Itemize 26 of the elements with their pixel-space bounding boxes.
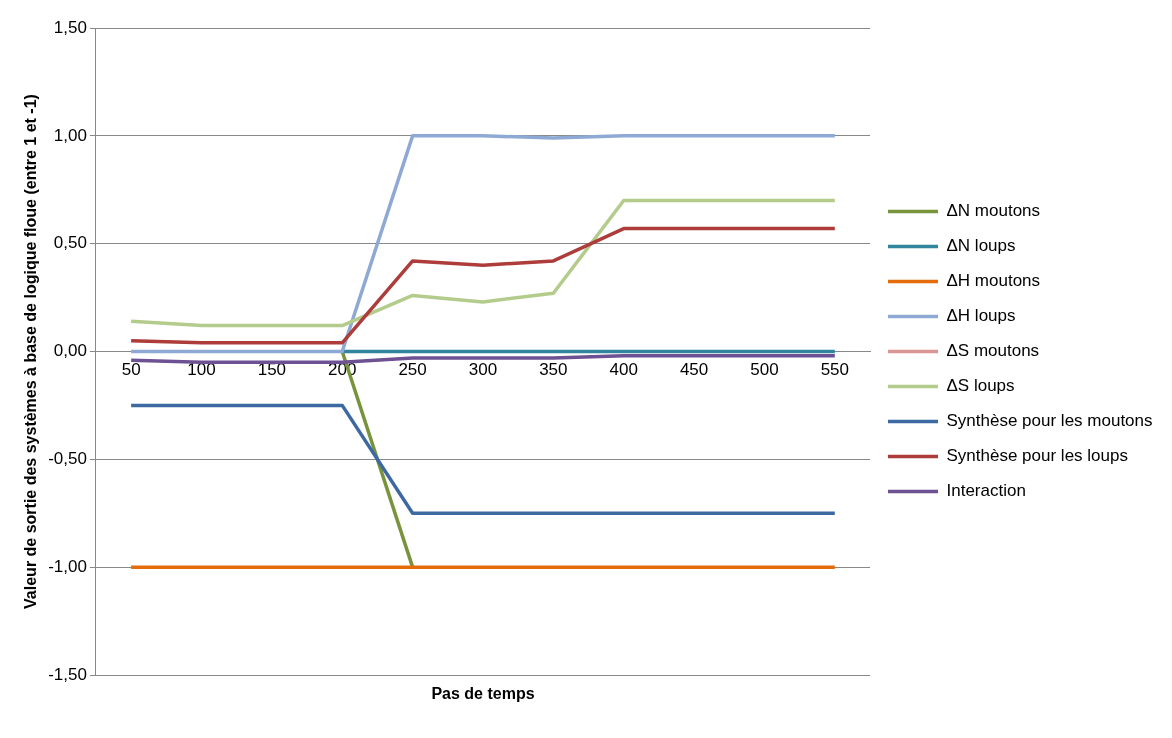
y-axis-title: Valeur de sortie des systèmes à base de logique floue (entre 1 et -1) [22, 94, 40, 609]
legend-label: ΔN loups [946, 236, 1016, 256]
y-tick-label: 1,00 [53, 125, 87, 145]
x-axis-title: Pas de temps [431, 685, 535, 703]
x-tick-label: 550 [820, 360, 849, 380]
legend-label: ΔS moutons [946, 341, 1040, 361]
y-tick-label: -0,50 [48, 449, 87, 469]
y-tick-label: 0,00 [53, 341, 87, 361]
x-tick-label: 500 [750, 360, 779, 380]
legend-label: ΔS loups [946, 376, 1015, 396]
legend-label: ΔN moutons [946, 201, 1041, 221]
x-tick-label: 350 [539, 360, 568, 380]
legend-label: Interaction [946, 481, 1026, 501]
y-tick-label: 0,50 [53, 233, 87, 253]
x-tick-label: 50 [121, 360, 141, 380]
x-tick-label: 400 [609, 360, 638, 380]
legend-label: Synthèse pour les moutons [946, 411, 1153, 431]
legend-label: Synthèse pour les loups [946, 446, 1128, 466]
x-tick-label: 450 [679, 360, 709, 380]
legend-label: ΔH moutons [946, 271, 1041, 291]
legend-label: ΔH loups [946, 306, 1016, 326]
y-tick-label: -1,50 [48, 664, 87, 684]
y-tick-label: -1,00 [48, 556, 87, 576]
y-tick-label: 1,50 [53, 17, 87, 37]
x-tick-label: 250 [398, 360, 427, 380]
x-tick-label: 300 [468, 360, 498, 380]
